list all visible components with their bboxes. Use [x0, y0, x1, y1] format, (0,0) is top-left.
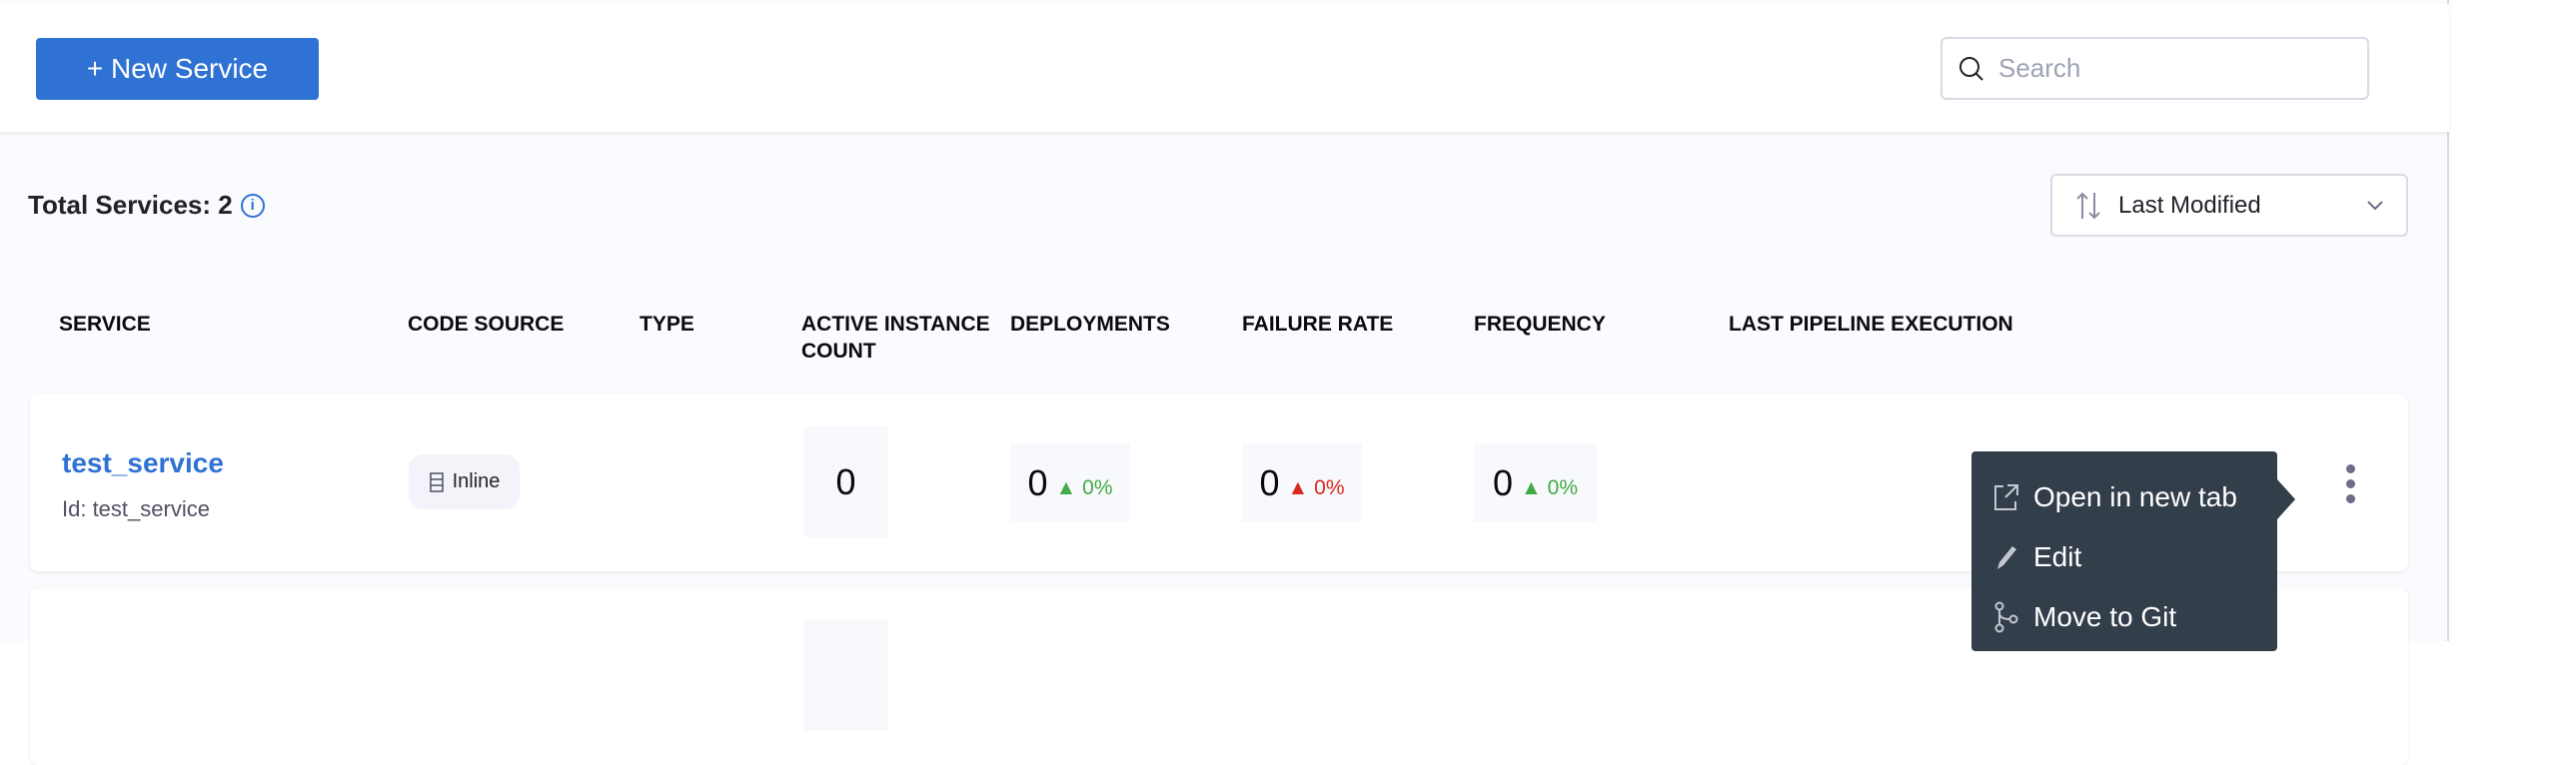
- failure-rate-change: ▲ 0%: [1287, 475, 1345, 499]
- git-branch-icon: [1994, 601, 2018, 633]
- external-link-icon: [1994, 484, 2018, 510]
- chevron-down-icon: [2367, 200, 2383, 210]
- service-id: Id: test_service: [62, 496, 210, 521]
- search-input[interactable]: [1998, 53, 2338, 84]
- header-frequency: FREQUENCY: [1474, 313, 1606, 336]
- frequency-metric: 0 ▲ 0%: [1474, 443, 1597, 522]
- more-options-icon[interactable]: [2344, 464, 2356, 503]
- code-source-badge: Inline: [409, 454, 520, 509]
- total-services: Total Services: 2 i: [28, 190, 265, 221]
- header-service[interactable]: SERVICE: [59, 313, 151, 336]
- menu-item-open-in-new-tab[interactable]: Open in new tab: [1971, 467, 2277, 527]
- failure-rate-value: 0: [1259, 461, 1280, 503]
- frequency-value: 0: [1492, 461, 1514, 503]
- code-source-label: Inline: [452, 470, 501, 492]
- deployments-change: ▲ 0%: [1055, 475, 1113, 499]
- search-icon: [1959, 56, 1983, 81]
- menu-item-move-to-git[interactable]: Move to Git: [1971, 587, 2277, 647]
- info-icon[interactable]: i: [240, 193, 265, 218]
- active-instance-count: 0: [803, 426, 888, 537]
- service-name-link[interactable]: test_service: [62, 447, 224, 478]
- search-box[interactable]: [1940, 37, 2369, 100]
- header-failure-rate: FAILURE RATE: [1242, 313, 1394, 336]
- deployments-metric: 0 ▲ 0%: [1010, 443, 1130, 522]
- total-services-label: Total Services: 2: [28, 190, 233, 220]
- header-last-pipeline-execution: LAST PIPELINE EXECUTION: [1729, 313, 2013, 336]
- file-cabinet-icon: [429, 471, 444, 492]
- header-code-source: CODE SOURCE: [408, 313, 565, 336]
- menu-item-edit[interactable]: Edit: [1971, 527, 2277, 587]
- active-instance-count: [803, 620, 888, 731]
- pencil-icon: [1997, 546, 2016, 569]
- header-type: TYPE: [640, 313, 694, 336]
- new-service-button[interactable]: + New Service: [36, 38, 319, 100]
- sort-dropdown[interactable]: Last Modified: [2050, 174, 2408, 237]
- sort-icon: [2076, 192, 2100, 219]
- failure-rate-metric: 0 ▲ 0%: [1242, 443, 1362, 522]
- frequency-change: ▲ 0%: [1521, 475, 1578, 499]
- header-deployments: DEPLOYMENTS: [1010, 313, 1170, 336]
- row-context-menu: Open in new tab Edit Move to Git: [1971, 451, 2295, 651]
- header-active-instance-count: ACTIVE INSTANCE COUNT: [801, 313, 990, 363]
- sort-selected: Last Modified: [2118, 191, 2261, 219]
- deployments-value: 0: [1027, 461, 1048, 503]
- services-page: + New Service Total Services: 2 i Last M…: [0, 0, 2449, 651]
- active-instance-value: 0: [835, 460, 856, 502]
- toolbar: + New Service: [0, 4, 2449, 132]
